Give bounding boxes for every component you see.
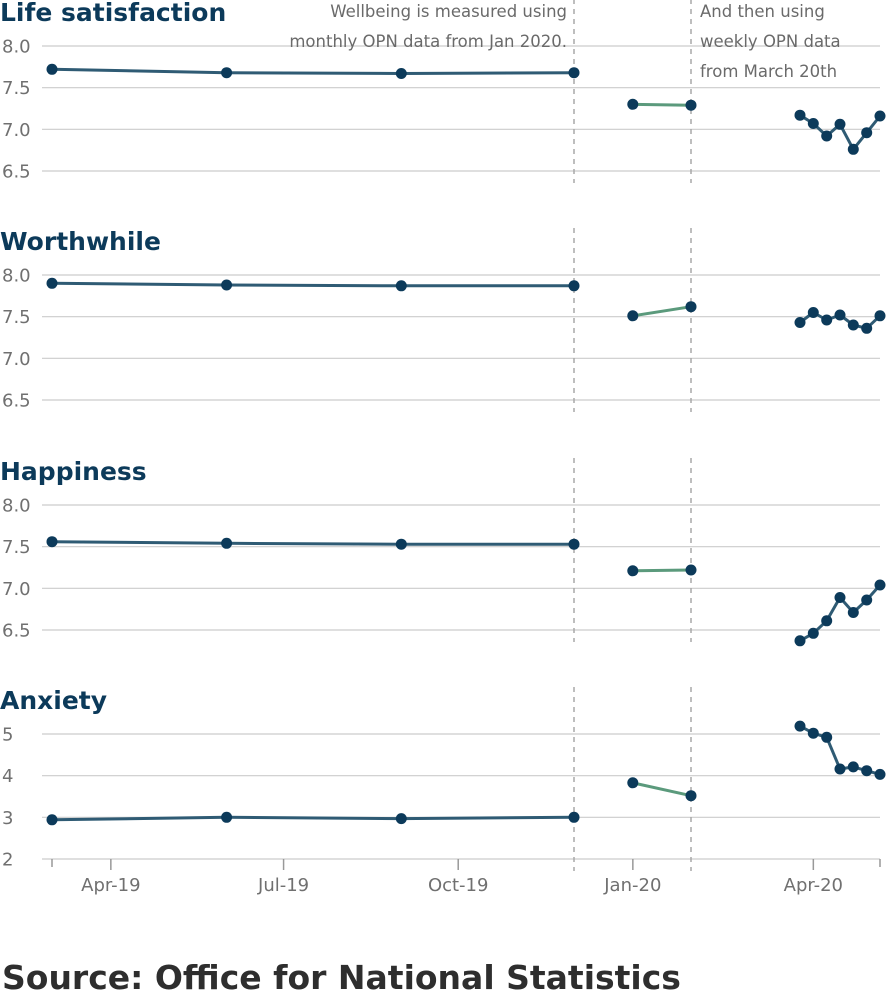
x-tick-label: Jan-20 bbox=[603, 875, 661, 896]
data-point bbox=[807, 727, 819, 739]
series-line bbox=[631, 568, 693, 573]
data-point bbox=[627, 565, 639, 577]
y-tick-label: 7.0 bbox=[2, 579, 31, 600]
data-point bbox=[46, 536, 58, 548]
y-tick-label: 8.0 bbox=[2, 37, 31, 58]
panel-title: Happiness bbox=[0, 457, 147, 486]
x-tick-label: Apr-20 bbox=[784, 875, 843, 896]
data-point bbox=[847, 319, 859, 331]
panel-title: Life satisfaction bbox=[0, 0, 226, 27]
data-point bbox=[834, 118, 846, 130]
data-point bbox=[221, 67, 233, 79]
data-point bbox=[807, 627, 819, 639]
data-point bbox=[221, 811, 233, 823]
panel-life-satisfaction: Life satisfaction 8.0 7.5 7.0 6.5 bbox=[0, 0, 886, 183]
y-tick-label: 8.0 bbox=[2, 496, 31, 517]
data-point bbox=[834, 309, 846, 321]
data-point bbox=[685, 564, 697, 576]
panel-title: Worthwhile bbox=[0, 227, 161, 256]
data-point bbox=[395, 813, 407, 825]
data-point bbox=[847, 761, 859, 773]
y-tick-label: 7.5 bbox=[2, 78, 31, 99]
y-tick-label: 7.0 bbox=[2, 349, 31, 370]
data-point bbox=[834, 763, 846, 775]
data-point bbox=[395, 280, 407, 292]
data-point bbox=[834, 592, 846, 603]
series-line bbox=[50, 815, 576, 822]
panel-anxiety: Anxiety 5 4 3 2 bbox=[0, 686, 886, 871]
data-point bbox=[568, 811, 580, 823]
y-tick-label: 6.5 bbox=[2, 391, 31, 412]
series-line bbox=[50, 281, 576, 288]
y-tick-label: 5 bbox=[2, 725, 13, 746]
data-point bbox=[794, 635, 806, 647]
series-line bbox=[50, 67, 576, 75]
data-point bbox=[221, 537, 233, 549]
data-point bbox=[685, 99, 697, 111]
data-point bbox=[685, 790, 697, 802]
y-tick-label: 8.0 bbox=[2, 266, 31, 287]
annotation-weekly: And then using bbox=[700, 2, 825, 21]
panel-worthwhile: Worthwhile 8.0 7.5 7.0 6.5 bbox=[0, 227, 886, 412]
data-point bbox=[568, 67, 580, 79]
data-point bbox=[794, 317, 806, 328]
panel-title: Anxiety bbox=[0, 686, 107, 715]
annotation-weekly: from March 20th bbox=[700, 62, 837, 81]
series-line bbox=[50, 540, 576, 546]
y-tick-label: 6.5 bbox=[2, 162, 31, 183]
data-point bbox=[627, 98, 639, 110]
data-point bbox=[807, 118, 819, 129]
data-point bbox=[861, 594, 873, 606]
data-point bbox=[46, 63, 58, 75]
annotation-monthly: monthly OPN data from Jan 2020. bbox=[289, 32, 567, 51]
data-point bbox=[874, 110, 886, 122]
series-line bbox=[631, 102, 693, 107]
y-tick-label: 7.5 bbox=[2, 537, 31, 558]
x-tick-label: Apr-19 bbox=[81, 875, 140, 896]
data-point bbox=[821, 615, 833, 627]
series-line bbox=[631, 781, 693, 798]
data-point bbox=[46, 277, 58, 289]
y-tick-label: 7.0 bbox=[2, 120, 31, 141]
data-point bbox=[847, 607, 859, 618]
y-tick-label: 3 bbox=[2, 808, 13, 829]
y-tick-label: 2 bbox=[2, 850, 13, 871]
data-point bbox=[221, 279, 233, 291]
data-point bbox=[861, 765, 873, 777]
annotation-monthly: Wellbeing is measured using bbox=[330, 2, 567, 21]
x-tick-label: Oct-19 bbox=[428, 875, 489, 896]
data-point bbox=[685, 301, 697, 313]
data-point bbox=[821, 314, 833, 326]
panel-happiness: Happiness 8.0 7.5 7.0 6.5 bbox=[0, 457, 886, 647]
y-tick-label: 6.5 bbox=[2, 621, 31, 642]
data-point bbox=[847, 143, 859, 155]
x-axis: Apr-19 Jul-19 Oct-19 Jan-20 Apr-20 bbox=[51, 859, 881, 896]
x-tick-label: Jul-19 bbox=[257, 875, 309, 896]
data-point bbox=[395, 68, 407, 79]
series-line bbox=[631, 305, 693, 318]
data-point bbox=[874, 310, 886, 322]
y-tick-label: 4 bbox=[2, 766, 13, 787]
data-point bbox=[861, 322, 873, 334]
data-point bbox=[821, 731, 833, 743]
data-point bbox=[627, 777, 639, 789]
data-point bbox=[568, 538, 580, 550]
data-point bbox=[794, 109, 806, 121]
data-point bbox=[874, 579, 886, 591]
annotation-weekly: weekly OPN data bbox=[700, 32, 841, 51]
data-point bbox=[821, 130, 833, 142]
data-point bbox=[627, 310, 639, 322]
y-tick-label: 7.5 bbox=[2, 307, 31, 328]
data-point bbox=[568, 280, 580, 292]
data-point bbox=[794, 720, 806, 732]
wellbeing-chart: Life satisfaction 8.0 7.5 7.0 6.5 Worthwhile 8… bbox=[0, 0, 886, 896]
data-point bbox=[861, 127, 873, 139]
source-caption: Source: Office for National Statistics bbox=[2, 958, 681, 997]
data-point bbox=[395, 538, 407, 550]
data-point bbox=[46, 814, 58, 826]
data-point bbox=[874, 768, 886, 780]
data-point bbox=[807, 307, 819, 318]
